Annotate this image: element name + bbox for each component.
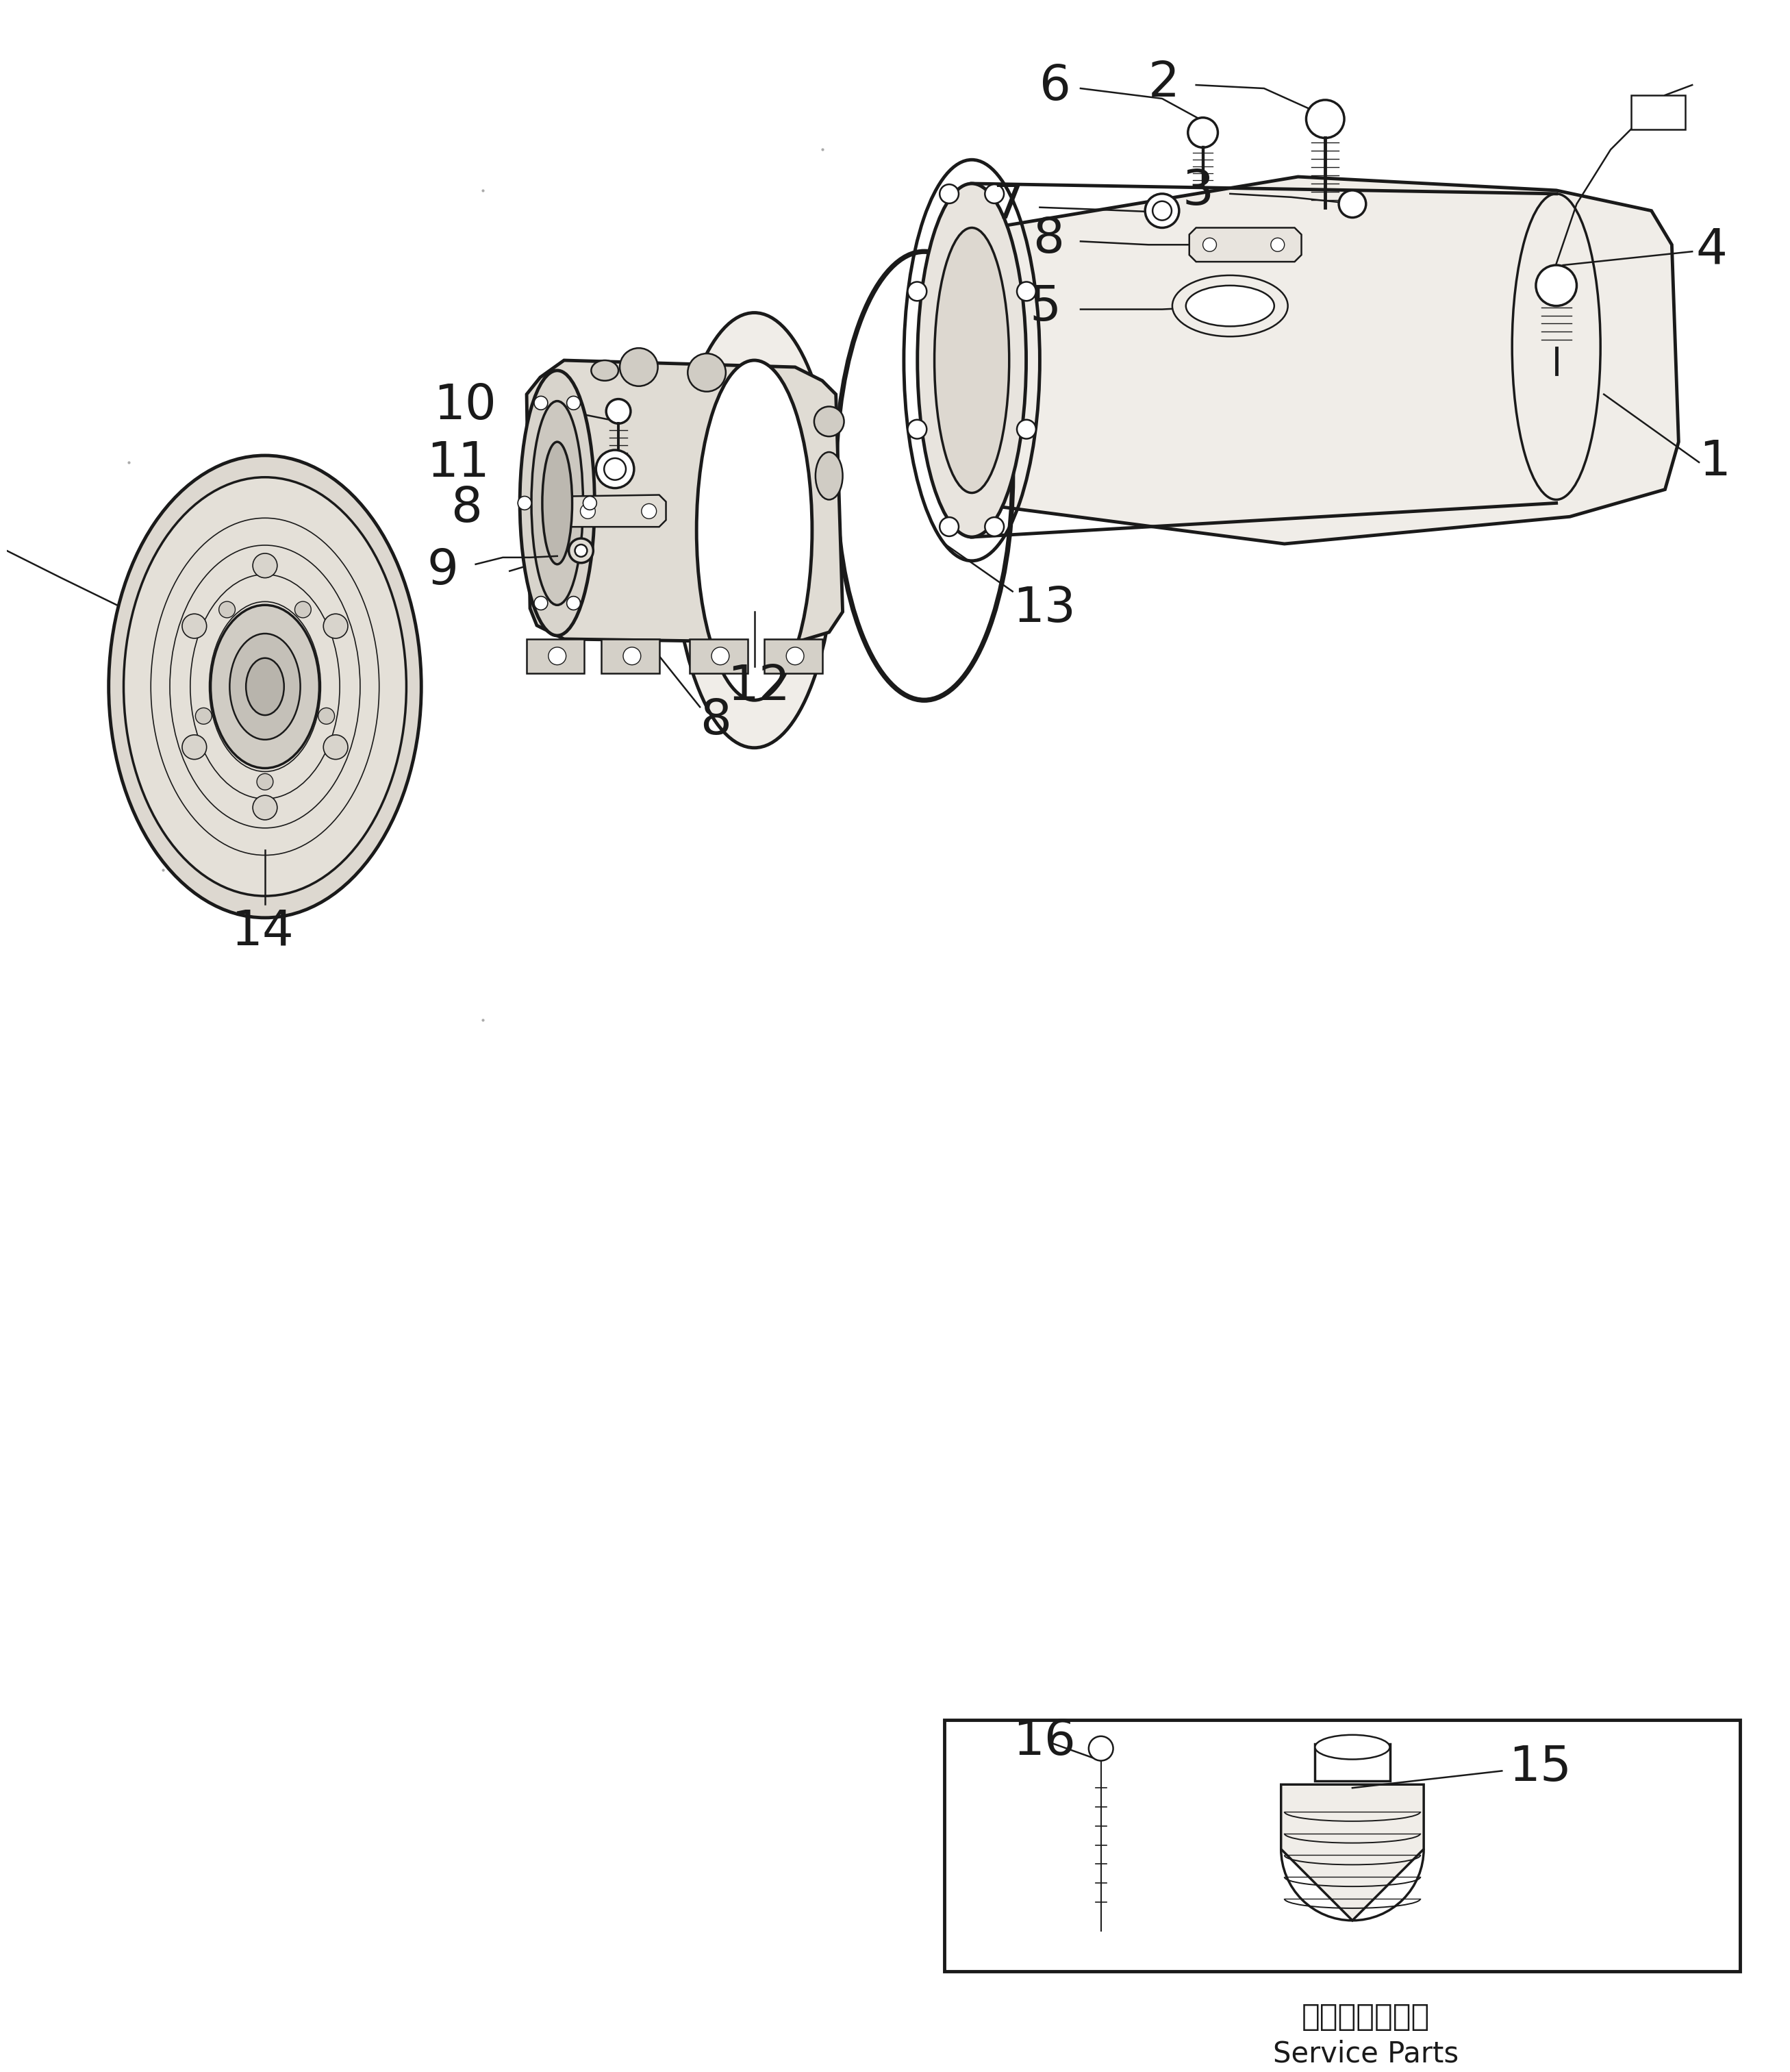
Ellipse shape — [532, 402, 584, 605]
Circle shape — [908, 282, 927, 300]
Circle shape — [1536, 265, 1577, 307]
Polygon shape — [1189, 228, 1301, 261]
Circle shape — [584, 497, 596, 510]
Text: 15: 15 — [1509, 1745, 1572, 1790]
Circle shape — [1017, 421, 1036, 439]
Circle shape — [533, 597, 548, 609]
Text: 8: 8 — [1033, 215, 1065, 263]
Ellipse shape — [211, 605, 319, 769]
Ellipse shape — [109, 456, 421, 918]
Circle shape — [786, 646, 804, 665]
Circle shape — [1088, 1736, 1113, 1761]
Circle shape — [567, 396, 580, 410]
Ellipse shape — [519, 371, 594, 636]
Bar — [1631, 95, 1686, 128]
Circle shape — [569, 539, 592, 564]
Ellipse shape — [245, 659, 285, 715]
Text: 9: 9 — [428, 547, 458, 595]
Text: 12: 12 — [727, 663, 789, 711]
Text: 1: 1 — [1699, 439, 1731, 487]
Polygon shape — [564, 495, 666, 526]
Circle shape — [1339, 191, 1366, 218]
Circle shape — [575, 545, 587, 557]
Polygon shape — [526, 361, 843, 642]
Circle shape — [319, 709, 335, 725]
Ellipse shape — [1316, 1734, 1389, 1759]
Circle shape — [641, 503, 657, 518]
Ellipse shape — [1146, 195, 1180, 228]
Bar — [764, 638, 822, 673]
Ellipse shape — [1187, 286, 1274, 325]
Ellipse shape — [596, 450, 634, 489]
Text: 5: 5 — [1029, 284, 1061, 332]
Circle shape — [252, 553, 277, 578]
Circle shape — [324, 736, 347, 758]
Ellipse shape — [814, 406, 845, 437]
Circle shape — [218, 601, 234, 617]
Ellipse shape — [673, 313, 836, 748]
Polygon shape — [938, 176, 1679, 543]
Ellipse shape — [1172, 276, 1287, 336]
Text: 13: 13 — [1013, 584, 1076, 632]
Circle shape — [567, 597, 580, 609]
Text: 8: 8 — [700, 696, 732, 744]
Circle shape — [195, 709, 211, 725]
Text: 4: 4 — [1695, 226, 1727, 274]
Circle shape — [256, 773, 274, 789]
Ellipse shape — [124, 477, 406, 895]
Ellipse shape — [229, 634, 301, 740]
Circle shape — [711, 646, 729, 665]
Ellipse shape — [687, 354, 725, 392]
Circle shape — [607, 400, 630, 423]
Circle shape — [985, 518, 1004, 537]
Text: サービスハーツ: サービスハーツ — [1301, 2002, 1430, 2031]
Ellipse shape — [816, 452, 843, 499]
Circle shape — [252, 796, 277, 821]
Text: 14: 14 — [231, 908, 294, 955]
Ellipse shape — [542, 441, 573, 564]
Circle shape — [1203, 238, 1217, 251]
Polygon shape — [1282, 1784, 1423, 1921]
Circle shape — [1189, 118, 1217, 147]
Text: 10: 10 — [433, 381, 496, 429]
Text: 8: 8 — [451, 485, 483, 533]
Circle shape — [580, 503, 596, 518]
Circle shape — [548, 646, 566, 665]
Circle shape — [295, 601, 311, 617]
Text: 11: 11 — [426, 439, 489, 487]
Circle shape — [1271, 238, 1285, 251]
Bar — [1316, 1745, 1389, 1782]
Circle shape — [533, 396, 548, 410]
Ellipse shape — [696, 361, 813, 700]
Circle shape — [623, 646, 641, 665]
Ellipse shape — [603, 458, 626, 481]
Bar — [601, 638, 659, 673]
Bar — [526, 638, 584, 673]
Ellipse shape — [1153, 201, 1172, 220]
Bar — [945, 1720, 1740, 1970]
Text: 2: 2 — [1149, 60, 1180, 106]
Ellipse shape — [591, 361, 618, 381]
Circle shape — [517, 497, 532, 510]
Circle shape — [324, 613, 347, 638]
Bar — [689, 638, 748, 673]
Text: 16: 16 — [1013, 1718, 1076, 1765]
Circle shape — [940, 184, 959, 203]
Ellipse shape — [918, 184, 1026, 537]
Circle shape — [985, 184, 1004, 203]
Text: Service Parts: Service Parts — [1273, 2039, 1459, 2068]
Circle shape — [1307, 99, 1344, 139]
Text: 3: 3 — [1183, 168, 1214, 215]
Circle shape — [183, 613, 206, 638]
Circle shape — [183, 736, 206, 758]
Ellipse shape — [619, 348, 657, 385]
Circle shape — [940, 518, 959, 537]
Circle shape — [908, 421, 927, 439]
Text: 7: 7 — [992, 182, 1024, 228]
Text: 6: 6 — [1040, 62, 1070, 110]
Circle shape — [1017, 282, 1036, 300]
Ellipse shape — [934, 228, 1010, 493]
